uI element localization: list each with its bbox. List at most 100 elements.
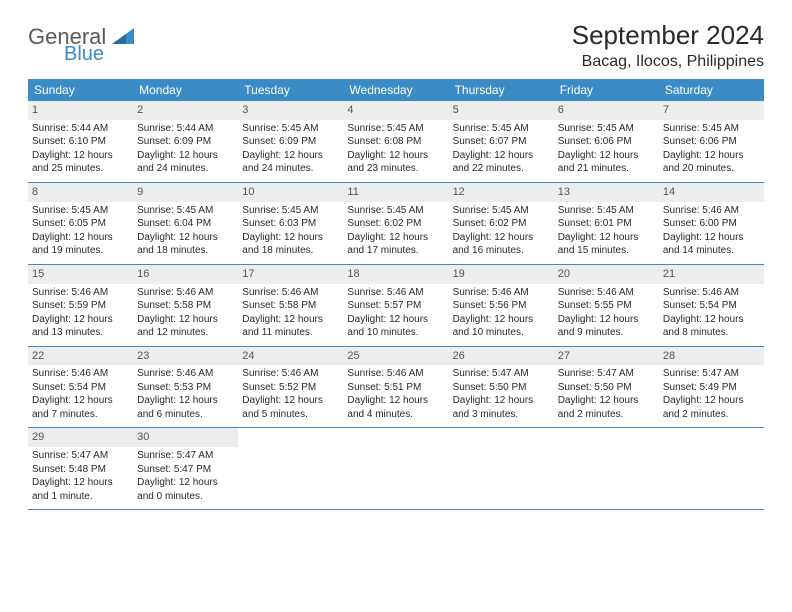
day-cell: 18Sunrise: 5:46 AMSunset: 5:57 PMDayligh… <box>343 265 448 346</box>
sunrise-text: Sunrise: 5:45 AM <box>663 122 760 136</box>
day-number: 23 <box>133 347 238 366</box>
day-cell: 30Sunrise: 5:47 AMSunset: 5:47 PMDayligh… <box>133 428 238 509</box>
daylight-text: Daylight: 12 hours and 4 minutes. <box>347 394 444 421</box>
daylight-text: Daylight: 12 hours and 17 minutes. <box>347 231 444 258</box>
sunset-text: Sunset: 5:47 PM <box>137 463 234 477</box>
daylight-text: Daylight: 12 hours and 10 minutes. <box>347 313 444 340</box>
day-cell: 19Sunrise: 5:46 AMSunset: 5:56 PMDayligh… <box>449 265 554 346</box>
sunrise-text: Sunrise: 5:44 AM <box>137 122 234 136</box>
day-number: 21 <box>659 265 764 284</box>
day-number: 2 <box>133 101 238 120</box>
day-cell <box>238 428 343 509</box>
sunrise-text: Sunrise: 5:45 AM <box>558 122 655 136</box>
sunset-text: Sunset: 5:56 PM <box>453 299 550 313</box>
sunrise-text: Sunrise: 5:45 AM <box>347 204 444 218</box>
day-number: 11 <box>343 183 448 202</box>
daylight-text: Daylight: 12 hours and 3 minutes. <box>453 394 550 421</box>
sunset-text: Sunset: 5:50 PM <box>453 381 550 395</box>
day-number: 24 <box>238 347 343 366</box>
sunrise-text: Sunrise: 5:44 AM <box>32 122 129 136</box>
sunset-text: Sunset: 5:58 PM <box>242 299 339 313</box>
daylight-text: Daylight: 12 hours and 20 minutes. <box>663 149 760 176</box>
sunset-text: Sunset: 5:53 PM <box>137 381 234 395</box>
day-number: 7 <box>659 101 764 120</box>
day-cell: 10Sunrise: 5:45 AMSunset: 6:03 PMDayligh… <box>238 183 343 264</box>
month-title: September 2024 <box>572 20 764 51</box>
sunset-text: Sunset: 6:08 PM <box>347 135 444 149</box>
day-number: 5 <box>449 101 554 120</box>
sunset-text: Sunset: 5:51 PM <box>347 381 444 395</box>
day-number: 4 <box>343 101 448 120</box>
week-row: 22Sunrise: 5:46 AMSunset: 5:54 PMDayligh… <box>28 347 764 429</box>
sunrise-text: Sunrise: 5:46 AM <box>453 286 550 300</box>
day-cell <box>659 428 764 509</box>
daylight-text: Daylight: 12 hours and 14 minutes. <box>663 231 760 258</box>
daylight-text: Daylight: 12 hours and 5 minutes. <box>242 394 339 421</box>
day-cell: 6Sunrise: 5:45 AMSunset: 6:06 PMDaylight… <box>554 101 659 182</box>
sunset-text: Sunset: 6:10 PM <box>32 135 129 149</box>
sunrise-text: Sunrise: 5:46 AM <box>32 367 129 381</box>
day-number: 26 <box>449 347 554 366</box>
day-cell <box>554 428 659 509</box>
day-cell: 23Sunrise: 5:46 AMSunset: 5:53 PMDayligh… <box>133 347 238 428</box>
day-header: Friday <box>554 79 659 101</box>
sunrise-text: Sunrise: 5:45 AM <box>453 122 550 136</box>
sunrise-text: Sunrise: 5:45 AM <box>453 204 550 218</box>
sunset-text: Sunset: 6:03 PM <box>242 217 339 231</box>
day-number: 16 <box>133 265 238 284</box>
sunrise-text: Sunrise: 5:46 AM <box>663 286 760 300</box>
daylight-text: Daylight: 12 hours and 0 minutes. <box>137 476 234 503</box>
day-cell <box>343 428 448 509</box>
daylight-text: Daylight: 12 hours and 19 minutes. <box>32 231 129 258</box>
day-number: 18 <box>343 265 448 284</box>
sunrise-text: Sunrise: 5:46 AM <box>137 367 234 381</box>
sunrise-text: Sunrise: 5:46 AM <box>558 286 655 300</box>
daylight-text: Daylight: 12 hours and 24 minutes. <box>242 149 339 176</box>
day-cell: 27Sunrise: 5:47 AMSunset: 5:50 PMDayligh… <box>554 347 659 428</box>
sunrise-text: Sunrise: 5:45 AM <box>242 204 339 218</box>
daylight-text: Daylight: 12 hours and 12 minutes. <box>137 313 234 340</box>
sunset-text: Sunset: 6:01 PM <box>558 217 655 231</box>
daylight-text: Daylight: 12 hours and 15 minutes. <box>558 231 655 258</box>
calendar: SundayMondayTuesdayWednesdayThursdayFrid… <box>28 79 764 510</box>
day-cell: 25Sunrise: 5:46 AMSunset: 5:51 PMDayligh… <box>343 347 448 428</box>
day-number: 30 <box>133 428 238 447</box>
day-cell: 20Sunrise: 5:46 AMSunset: 5:55 PMDayligh… <box>554 265 659 346</box>
sunrise-text: Sunrise: 5:46 AM <box>137 286 234 300</box>
sunrise-text: Sunrise: 5:46 AM <box>663 204 760 218</box>
day-header: Sunday <box>28 79 133 101</box>
sunset-text: Sunset: 5:58 PM <box>137 299 234 313</box>
day-cell: 14Sunrise: 5:46 AMSunset: 6:00 PMDayligh… <box>659 183 764 264</box>
day-cell <box>449 428 554 509</box>
week-row: 29Sunrise: 5:47 AMSunset: 5:48 PMDayligh… <box>28 428 764 510</box>
day-header: Monday <box>133 79 238 101</box>
daylight-text: Daylight: 12 hours and 13 minutes. <box>32 313 129 340</box>
sunset-text: Sunset: 6:00 PM <box>663 217 760 231</box>
daylight-text: Daylight: 12 hours and 7 minutes. <box>32 394 129 421</box>
day-cell: 8Sunrise: 5:45 AMSunset: 6:05 PMDaylight… <box>28 183 133 264</box>
day-cell: 5Sunrise: 5:45 AMSunset: 6:07 PMDaylight… <box>449 101 554 182</box>
day-cell: 24Sunrise: 5:46 AMSunset: 5:52 PMDayligh… <box>238 347 343 428</box>
daylight-text: Daylight: 12 hours and 2 minutes. <box>558 394 655 421</box>
day-cell: 15Sunrise: 5:46 AMSunset: 5:59 PMDayligh… <box>28 265 133 346</box>
sunrise-text: Sunrise: 5:46 AM <box>347 286 444 300</box>
sunset-text: Sunset: 6:04 PM <box>137 217 234 231</box>
brand-triangle-icon <box>112 28 134 49</box>
sunrise-text: Sunrise: 5:47 AM <box>453 367 550 381</box>
day-cell: 13Sunrise: 5:45 AMSunset: 6:01 PMDayligh… <box>554 183 659 264</box>
daylight-text: Daylight: 12 hours and 8 minutes. <box>663 313 760 340</box>
location: Bacag, Ilocos, Philippines <box>572 53 764 71</box>
sunrise-text: Sunrise: 5:45 AM <box>137 204 234 218</box>
day-number: 27 <box>554 347 659 366</box>
sunset-text: Sunset: 5:50 PM <box>558 381 655 395</box>
sunset-text: Sunset: 6:05 PM <box>32 217 129 231</box>
daylight-text: Daylight: 12 hours and 10 minutes. <box>453 313 550 340</box>
daylight-text: Daylight: 12 hours and 1 minute. <box>32 476 129 503</box>
day-cell: 11Sunrise: 5:45 AMSunset: 6:02 PMDayligh… <box>343 183 448 264</box>
day-number: 12 <box>449 183 554 202</box>
sunrise-text: Sunrise: 5:45 AM <box>32 204 129 218</box>
day-cell: 2Sunrise: 5:44 AMSunset: 6:09 PMDaylight… <box>133 101 238 182</box>
day-number: 3 <box>238 101 343 120</box>
sunrise-text: Sunrise: 5:46 AM <box>242 367 339 381</box>
day-cell: 12Sunrise: 5:45 AMSunset: 6:02 PMDayligh… <box>449 183 554 264</box>
